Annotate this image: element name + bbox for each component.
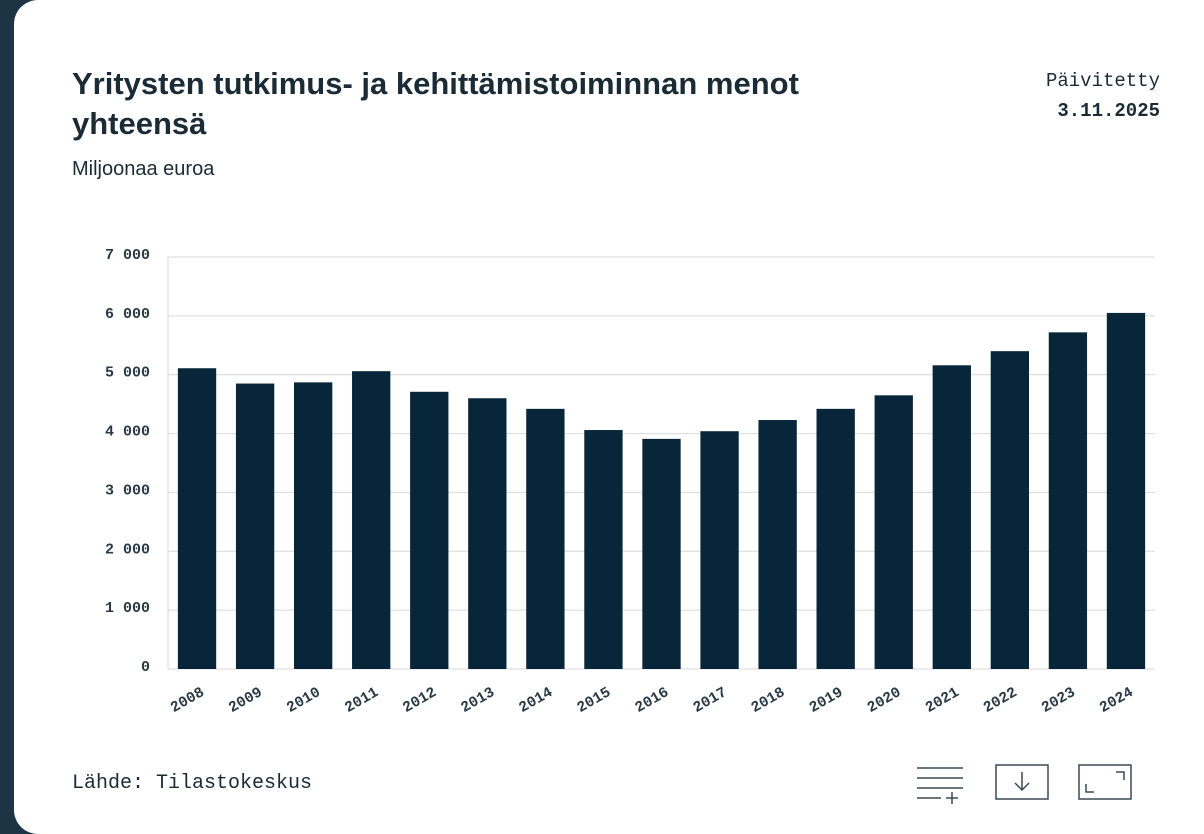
updated-label: Päivitetty bbox=[1045, 70, 1160, 92]
bar bbox=[293, 382, 333, 669]
bar bbox=[990, 351, 1030, 669]
y-tick-label: 7 000 bbox=[105, 247, 150, 264]
bar bbox=[1048, 332, 1088, 669]
x-tick-label: 2018 bbox=[748, 684, 788, 717]
x-tick-label: 2017 bbox=[690, 684, 730, 717]
y-tick-label: 3 000 bbox=[105, 482, 150, 499]
y-tick-label: 6 000 bbox=[105, 306, 150, 323]
x-tick-label: 2012 bbox=[400, 684, 440, 717]
bar bbox=[932, 365, 971, 669]
x-tick-label: 2009 bbox=[226, 684, 266, 717]
chart-title: Yritysten tutkimus- ja kehittämistoiminn… bbox=[72, 66, 799, 141]
bar bbox=[1106, 312, 1146, 669]
bar bbox=[874, 395, 913, 669]
fullscreen-button[interactable] bbox=[1078, 764, 1132, 800]
bar bbox=[526, 408, 565, 669]
bar bbox=[758, 420, 797, 669]
bar bbox=[352, 371, 391, 669]
bar bbox=[177, 368, 217, 669]
x-tick-label: 2020 bbox=[865, 684, 905, 717]
bar bbox=[816, 408, 855, 669]
x-tick-label: 2011 bbox=[342, 684, 382, 717]
x-tick-label: 2013 bbox=[458, 684, 498, 717]
download-button[interactable] bbox=[995, 764, 1049, 800]
x-tick-label: 2021 bbox=[923, 684, 963, 717]
x-tick-label: 2016 bbox=[632, 684, 672, 717]
source: Lähde: Tilastokeskus bbox=[72, 772, 313, 795]
bar bbox=[642, 438, 681, 669]
updated-date: 3.11.2025 bbox=[1057, 100, 1160, 122]
y-tick-label: 5 000 bbox=[105, 365, 150, 382]
bar bbox=[235, 383, 275, 669]
table-button[interactable] bbox=[912, 762, 968, 804]
y-tick-label: 2 000 bbox=[105, 541, 150, 558]
bar bbox=[584, 430, 623, 669]
x-tick-label: 2008 bbox=[168, 684, 208, 717]
x-tick-label: 2015 bbox=[574, 684, 614, 717]
chart-subtitle: Miljoonaa euroa bbox=[72, 158, 215, 180]
bar bbox=[410, 391, 449, 669]
bar bbox=[700, 431, 739, 669]
y-tick-label: 1 000 bbox=[105, 600, 150, 617]
x-tick-label: 2010 bbox=[284, 684, 324, 717]
x-tick-label: 2024 bbox=[1097, 684, 1137, 717]
x-tick-label: 2022 bbox=[981, 684, 1021, 717]
x-tick-label: 2023 bbox=[1039, 684, 1079, 717]
y-tick-label: 4 000 bbox=[105, 424, 150, 441]
y-tick-label: 0 bbox=[141, 659, 150, 676]
updated: Päivitetty 3.11.2025 bbox=[1046, 66, 1160, 126]
x-tick-label: 2019 bbox=[806, 684, 846, 717]
bar bbox=[468, 398, 507, 669]
x-tick-label: 2014 bbox=[516, 684, 556, 717]
